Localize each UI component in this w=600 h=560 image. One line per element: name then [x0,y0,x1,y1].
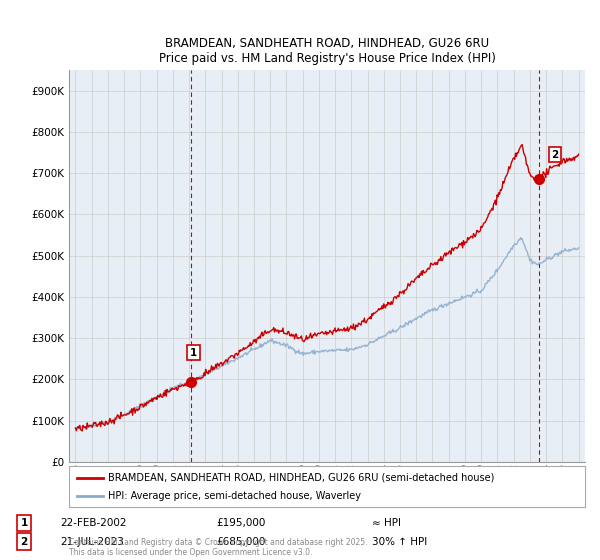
Text: Contains HM Land Registry data © Crown copyright and database right 2025.
This d: Contains HM Land Registry data © Crown c… [69,538,367,557]
Text: ≈ HPI: ≈ HPI [372,518,401,528]
Text: £685,000: £685,000 [216,536,265,547]
Title: BRAMDEAN, SANDHEATH ROAD, HINDHEAD, GU26 6RU
Price paid vs. HM Land Registry's H: BRAMDEAN, SANDHEATH ROAD, HINDHEAD, GU26… [158,36,496,64]
Text: 2: 2 [551,150,559,160]
Text: 30% ↑ HPI: 30% ↑ HPI [372,536,427,547]
Text: 1: 1 [20,518,28,528]
Text: 22-FEB-2002: 22-FEB-2002 [60,518,127,528]
Text: 2: 2 [20,536,28,547]
Text: 1: 1 [190,348,197,358]
Text: BRAMDEAN, SANDHEATH ROAD, HINDHEAD, GU26 6RU (semi-detached house): BRAMDEAN, SANDHEATH ROAD, HINDHEAD, GU26… [108,473,494,483]
Text: 21-JUL-2023: 21-JUL-2023 [60,536,124,547]
Text: £195,000: £195,000 [216,518,265,528]
Text: HPI: Average price, semi-detached house, Waverley: HPI: Average price, semi-detached house,… [108,491,361,501]
